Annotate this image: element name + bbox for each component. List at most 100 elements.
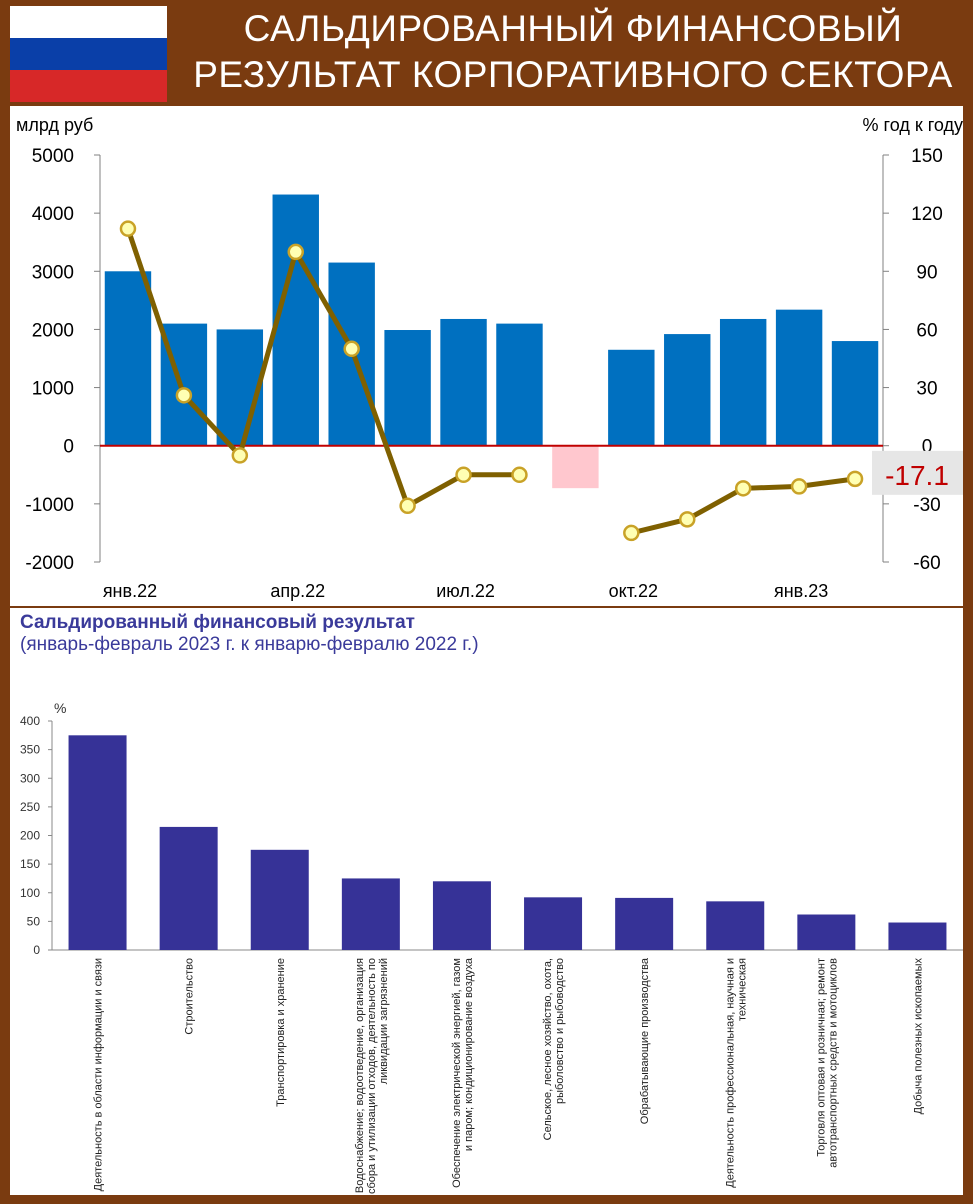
- industries-tick-label: 200: [20, 829, 40, 843]
- left-tick-label: 0: [63, 437, 74, 458]
- bar-mark: [384, 330, 431, 446]
- left-axis-label: млрд руб: [16, 115, 93, 135]
- industries-tick-label: 50: [27, 914, 41, 928]
- right-tick-label: 90: [916, 262, 937, 283]
- industry-category-label: автотранспортных средств и мотоциклов: [827, 958, 839, 1168]
- line-point: [790, 478, 808, 495]
- industries-tick-label: 400: [20, 714, 40, 728]
- line-point: [846, 470, 864, 488]
- right-tick-label: -30: [913, 495, 940, 516]
- right-tick-label: 0: [922, 437, 933, 458]
- x-tick-label: июл.22: [436, 581, 495, 601]
- industry-bar: [615, 897, 674, 950]
- right-axis-label: % год к году: [863, 115, 963, 135]
- page-title: САЛЬДИРОВАННЫЙ ФИНАНСОВЫЙ РЕЗУЛЬТАТ КОРП…: [178, 6, 968, 98]
- line-point: [511, 466, 528, 484]
- chart-monthly-svg: млрд руб % год к году -2000 -1000 0 1000 200…: [16, 115, 963, 601]
- line-point: [175, 387, 193, 404]
- left-tick-label: -1000: [25, 495, 74, 516]
- line-point: [623, 524, 640, 542]
- industry-bar: [68, 735, 127, 950]
- page-title-line1: САЛЬДИРОВАННЫЙ ФИНАНСОВЫЙ: [243, 8, 903, 49]
- flag-stripe-blue: [10, 38, 167, 70]
- chart-panel-industries: Сальдированный финансовый результат (янв…: [10, 608, 963, 1195]
- industry-category-label: сбора и утилизации отходов, деятельность…: [366, 958, 378, 1194]
- bar-mark: [552, 445, 599, 489]
- header: САЛЬДИРОВАННЫЙ ФИНАНСОВЫЙ РЕЗУЛЬТАТ КОРП…: [0, 0, 973, 104]
- industry-category-label: Торговля оптовая и розничная; ремонт: [815, 958, 827, 1157]
- bar-mark: [719, 318, 767, 446]
- line-point: [119, 220, 137, 237]
- bar-mark: [216, 329, 264, 446]
- industries-chart-subtitle: (январь-февраль 2023 г. к январю-февралю…: [20, 634, 479, 655]
- bar-mark: [775, 309, 823, 446]
- industry-bar: [159, 826, 218, 950]
- industries-tick-label: 100: [20, 886, 40, 900]
- right-tick-label: 30: [916, 379, 937, 400]
- x-tick-label: апр.22: [270, 581, 325, 601]
- right-tick-label: 150: [911, 146, 943, 167]
- right-tick-label: 60: [916, 320, 937, 341]
- russian-flag-icon: [10, 6, 167, 102]
- x-tick-label: янв.22: [103, 581, 157, 601]
- line-point: [455, 466, 472, 484]
- flag-stripe-white: [10, 6, 167, 38]
- industry-bar: [524, 897, 583, 950]
- industry-bar: [706, 901, 765, 950]
- industries-tick-label: 250: [20, 800, 40, 814]
- industry-category-label: Водоснабжение; водоотведение, организаци…: [354, 958, 366, 1193]
- series-line: [125, 227, 520, 509]
- industry-category-label: Обеспечение электрической энергией, газо…: [451, 958, 463, 1188]
- industry-category-label: Деятельность профессиональная, научная и: [724, 958, 736, 1188]
- bar-mark: [608, 349, 655, 446]
- page-title-line2: РЕЗУЛЬТАТ КОРПОРАТИВНОГО СЕКТОРА: [193, 54, 953, 95]
- line-point: [399, 497, 416, 515]
- right-tick-label: -60: [913, 553, 940, 574]
- industry-category-label: Добыча полезных ископаемых: [912, 958, 924, 1115]
- bar-mark: [440, 318, 487, 446]
- bar-mark: [831, 341, 879, 446]
- chart-industries-svg: % 0 50 100 150 200 250 300 350 400 Деятельность …: [20, 700, 963, 1194]
- x-tick-label: окт.22: [609, 581, 658, 601]
- left-tick-label: 4000: [32, 204, 74, 225]
- line-point: [343, 340, 360, 358]
- right-tick-label: 120: [911, 204, 943, 225]
- industry-bar: [341, 878, 400, 950]
- line-point: [231, 447, 249, 464]
- bar-mark: [664, 334, 711, 446]
- industry-category-label: ликвидации загрязнений: [378, 958, 390, 1084]
- left-tick-label: -2000: [25, 553, 74, 574]
- industries-tick-label: 0: [33, 943, 40, 957]
- last-value-label-bg: [872, 450, 963, 495]
- industry-category-label: Транспортировка и хранение: [275, 958, 287, 1107]
- last-value-label: -17.1: [885, 460, 949, 491]
- line-point: [679, 511, 696, 528]
- industry-category-label: Сельское, лесное хозяйство, охота,: [542, 958, 554, 1140]
- industry-category-label: Строительство: [184, 958, 196, 1035]
- line-point: [734, 480, 752, 497]
- x-tick-label: янв.23: [774, 581, 828, 601]
- left-tick-label: 1000: [32, 379, 74, 400]
- industry-category-label: Обрабатывающие производства: [639, 957, 651, 1124]
- bar-mark: [496, 323, 543, 446]
- industry-bar: [250, 849, 309, 950]
- industries-tick-label: 300: [20, 771, 40, 785]
- line-point: [287, 243, 304, 261]
- bar-mark: [104, 271, 152, 446]
- industries-y-label: %: [54, 700, 66, 716]
- industries-tick-label: 150: [20, 857, 40, 871]
- chart-panel-monthly: млрд руб % год к году -2000 -1000 0 1000 200…: [10, 106, 963, 606]
- industry-bar: [797, 914, 856, 950]
- bar-mark: [272, 194, 319, 446]
- industry-category-label: и паром; кондиционирование воздуха: [463, 957, 475, 1151]
- industry-bar: [432, 881, 491, 950]
- left-tick-label: 2000: [32, 320, 74, 341]
- industry-bar: [888, 922, 947, 950]
- left-tick-label: 3000: [32, 262, 74, 283]
- flag-stripe-red: [10, 70, 167, 102]
- industry-category-label: Деятельность в области информации и связ…: [93, 958, 105, 1191]
- industry-category-label: рыболовство и рыбоводство: [554, 958, 566, 1104]
- left-tick-label: 5000: [32, 146, 74, 167]
- industries-chart-title: Сальдированный финансовый результат: [20, 612, 415, 633]
- industries-tick-label: 350: [20, 743, 40, 757]
